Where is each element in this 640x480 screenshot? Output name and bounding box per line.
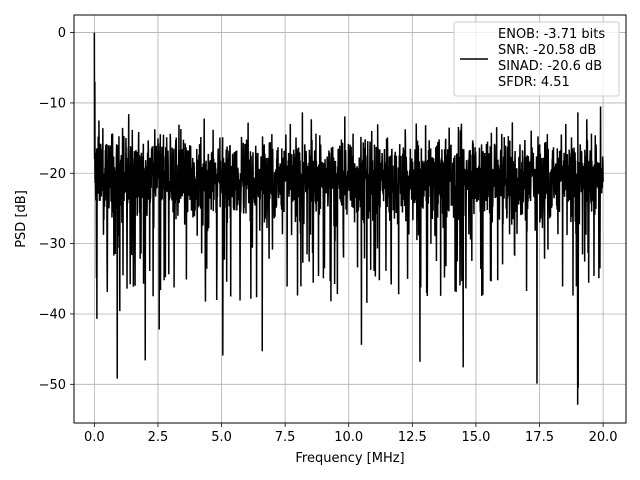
x-tick-label: 15.0 xyxy=(461,430,490,445)
plot-series-group xyxy=(93,32,604,405)
x-tick-label: 0.0 xyxy=(84,430,105,445)
x-tick-label: 20.0 xyxy=(589,430,618,445)
x-tick-label: 7.5 xyxy=(275,430,296,445)
y-tick-label: −50 xyxy=(39,378,66,393)
y-tick-label: 0 xyxy=(58,26,66,41)
y-axis-label: PSD [dB] xyxy=(14,190,29,248)
x-axis-label: Frequency [MHz] xyxy=(295,451,404,466)
plot-frame xyxy=(73,14,627,424)
x-tick-label: 10.0 xyxy=(334,430,363,445)
y-tick-label: −40 xyxy=(39,307,66,322)
x-tick-label: 12.5 xyxy=(398,430,427,445)
x-axis-ticks: 0.0 2.5 5.0 7.5 10.0 12.5 15.0 17.5 20.0 xyxy=(84,423,618,445)
legend-snr-text: SNR: -20.58 dB xyxy=(498,43,596,58)
legend-enob-text: ENOB: -3.71 bits xyxy=(498,27,605,42)
legend-sfdr-text: SFDR: 4.51 xyxy=(498,75,570,90)
y-tick-label: −20 xyxy=(39,167,66,182)
y-tick-label: −30 xyxy=(39,237,66,252)
legend: ENOB: -3.71 bits SNR: -20.58 dB SINAD: -… xyxy=(453,21,620,97)
x-tick-label: 5.0 xyxy=(211,430,232,445)
legend-box xyxy=(453,21,620,97)
y-axis-ticks: 0 −10 −20 −30 −40 −50 xyxy=(39,26,74,393)
x-tick-label: 17.5 xyxy=(525,430,554,445)
psd-series-line xyxy=(93,32,604,405)
x-tick-label: 2.5 xyxy=(148,430,169,445)
y-tick-label: −10 xyxy=(39,96,66,111)
legend-sinad-text: SINAD: -20.6 dB xyxy=(498,59,602,74)
